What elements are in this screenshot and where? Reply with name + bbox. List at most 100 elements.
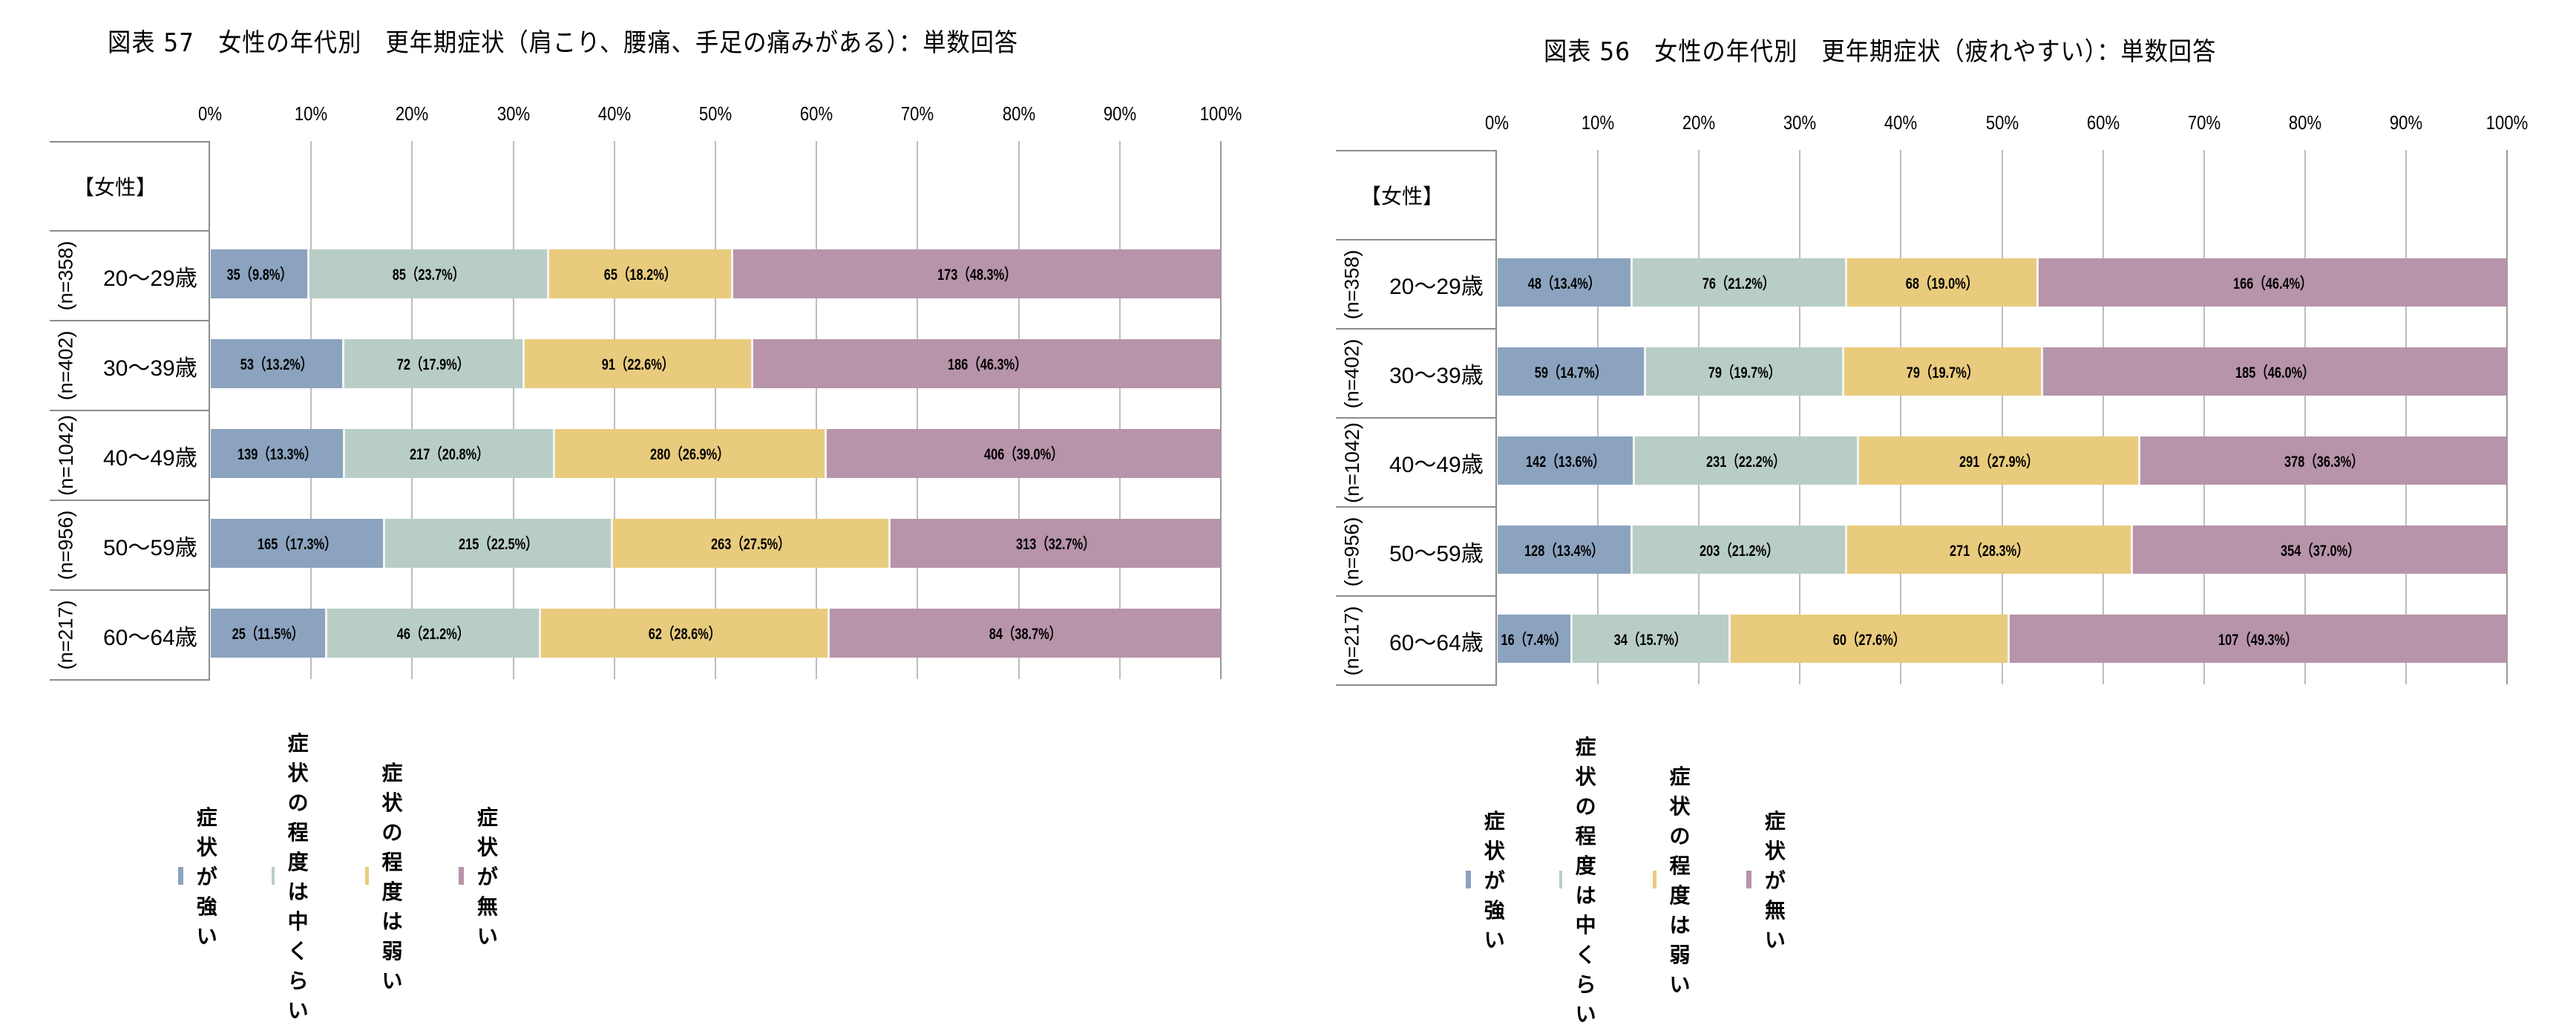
bar-segment-none: 166（46.4%） bbox=[2038, 258, 2507, 307]
age-group-label: 50～59歳 bbox=[1389, 542, 1484, 566]
gridline bbox=[2102, 150, 2104, 684]
legend-label: 症状の程度は弱い bbox=[381, 761, 403, 993]
age-group-label: 30～39歳 bbox=[103, 356, 197, 381]
x-tick-label: 30% bbox=[1783, 111, 1817, 134]
sample-size-label: (n=1042) bbox=[1340, 422, 1363, 503]
bar-segment-none: 378（36.3%） bbox=[2140, 436, 2507, 485]
legend-label: 症状が強い bbox=[196, 805, 217, 949]
legend-swatch-icon bbox=[1653, 871, 1656, 888]
category-row-label: (n=358) 20～29歳 bbox=[1336, 240, 1495, 330]
x-tick-label: 90% bbox=[1103, 102, 1136, 125]
x-tick-label: 90% bbox=[2389, 111, 2423, 134]
age-group-label: 40～49歳 bbox=[103, 445, 197, 471]
bar-segment-none: 186（46.3%） bbox=[753, 339, 1221, 388]
category-label-column: 【女性】 (n=358) 20～29歳 (n=402) 30～39歳 (n=1042) 4… bbox=[1336, 150, 1497, 686]
x-tick-label: 0% bbox=[1485, 111, 1509, 134]
category-row-label: (n=1042) 40～49歳 bbox=[1336, 419, 1495, 508]
legend: 症状が強い 症状の程度は中くらい 症状の程度は弱い 症状が無い bbox=[178, 727, 552, 1024]
bar-segment-strong: 16（7.4%） bbox=[1498, 615, 1573, 663]
gridline bbox=[613, 141, 615, 679]
x-tick-label: 50% bbox=[698, 102, 733, 125]
bar-segment-strong: 139（13.3%） bbox=[211, 429, 345, 478]
bar-segment-strong: 35（9.8%） bbox=[211, 249, 310, 298]
x-tick-label: 40% bbox=[597, 102, 631, 125]
x-tick-label: 60% bbox=[2086, 111, 2120, 134]
bar-segment-moderate: 34（15.7%） bbox=[1572, 615, 1731, 663]
gridline bbox=[2506, 150, 2508, 684]
legend-item-none: 症状が無い bbox=[1746, 805, 1797, 954]
legend-label: 症状が無い bbox=[476, 805, 498, 949]
bar-segment-strong: 128（13.4%） bbox=[1498, 526, 1633, 574]
legend-swatch-icon bbox=[459, 867, 464, 885]
gridline bbox=[2405, 150, 2407, 684]
gridline bbox=[1900, 150, 1902, 684]
stacked-bar: 25（11.5%） 46（21.2%） 62（28.6%） 84（38.7%） bbox=[211, 609, 1221, 658]
legend-item-strong: 症状が強い bbox=[1466, 805, 1516, 954]
bar-segment-moderate: 72（17.9%） bbox=[344, 339, 525, 388]
bar-segment-weak: 91（22.6%） bbox=[525, 339, 753, 388]
x-tick-label: 70% bbox=[901, 102, 934, 125]
bar-segment-strong: 25（11.5%） bbox=[211, 609, 327, 658]
legend-label: 症状が無い bbox=[1764, 809, 1786, 952]
category-row-label: (n=956) 50～59歳 bbox=[50, 501, 209, 591]
gridline bbox=[1597, 150, 1599, 684]
bar-segment-none: 185（46.0%） bbox=[2043, 347, 2507, 396]
gridline bbox=[917, 141, 919, 679]
bar-segment-none: 354（37.0%） bbox=[2133, 526, 2507, 574]
sample-size-label: (n=402) bbox=[54, 330, 77, 401]
gridline bbox=[2304, 150, 2306, 684]
bar-segment-none: 107（49.3%） bbox=[2009, 615, 2507, 663]
bar-segment-weak: 280（26.9%） bbox=[555, 429, 827, 478]
bar-segment-none: 406（39.0%） bbox=[827, 429, 1221, 478]
x-tick-label: 60% bbox=[800, 102, 833, 125]
bar-segment-strong: 53（13.2%） bbox=[211, 339, 344, 388]
bar-segment-none: 173（48.3%） bbox=[733, 249, 1221, 298]
sample-size-label: (n=217) bbox=[1340, 606, 1363, 675]
bar-segment-weak: 65（18.2%） bbox=[548, 249, 733, 298]
x-tick-label: 10% bbox=[1581, 111, 1615, 134]
x-tick-label: 50% bbox=[1985, 111, 2019, 134]
category-row-label: (n=402) 30～39歳 bbox=[50, 321, 209, 411]
legend-item-none: 症状が無い bbox=[459, 802, 509, 950]
gridline bbox=[715, 141, 716, 679]
gridline bbox=[411, 141, 413, 679]
category-row-label: (n=217) 60～64歳 bbox=[1336, 597, 1495, 686]
gridline bbox=[512, 141, 514, 679]
gridline bbox=[2001, 150, 2003, 684]
sample-size-label: (n=956) bbox=[54, 510, 77, 580]
category-row-label: (n=217) 60～64歳 bbox=[50, 591, 209, 681]
legend-swatch-icon bbox=[1466, 871, 1471, 888]
bar-segment-strong: 165（17.3%） bbox=[211, 519, 386, 568]
legend-item-strong: 症状が強い bbox=[178, 802, 229, 950]
chart-title: 図表 56 女性の年代別 更年期症状（疲れやすい）：単数回答 bbox=[1544, 37, 2217, 67]
x-tick-label: 80% bbox=[2288, 111, 2321, 134]
x-tick-label: 20% bbox=[396, 102, 429, 125]
age-group-label: 20～29歳 bbox=[1389, 275, 1484, 299]
legend: 症状が強い 症状の程度は中くらい 症状の程度は弱い 症状が無い bbox=[1466, 731, 1840, 1028]
chart-title: 図表 57 女性の年代別 更年期症状（肩こり、腰痛、手足の痛みがある）：単数回答 bbox=[108, 28, 1019, 58]
legend-item-moderate: 症状の程度は中くらい bbox=[272, 727, 322, 1024]
group-header: 【女性】 bbox=[50, 143, 209, 232]
category-row-label: (n=402) 30～39歳 bbox=[1336, 330, 1495, 419]
bar-segment-moderate: 76（21.2%） bbox=[1633, 258, 1847, 307]
x-tick-label: 100% bbox=[1199, 102, 1242, 125]
age-group-label: 60～64歳 bbox=[103, 625, 197, 650]
age-group-label: 60～64歳 bbox=[1389, 631, 1484, 655]
bar-segment-none: 313（32.7%） bbox=[890, 519, 1221, 568]
x-tick-label: 100% bbox=[2485, 111, 2529, 134]
age-group-label: 30～39歳 bbox=[1389, 364, 1484, 388]
gridline bbox=[1017, 141, 1020, 679]
stacked-bar: 53（13.2%） 72（17.9%） 91（22.6%） 186（46.3%） bbox=[211, 339, 1221, 388]
stacked-bar: 16（7.4%） 34（15.7%） 60（27.6%） 107（49.3%） bbox=[1498, 615, 2507, 663]
sample-size-label: (n=956) bbox=[1340, 517, 1363, 586]
legend-swatch-icon bbox=[365, 867, 369, 885]
stacked-bar: 35（9.8%） 85（23.7%） 65（18.2%） 173（48.3%） bbox=[211, 249, 1221, 298]
category-row-label: (n=1042) 40～49歳 bbox=[50, 411, 209, 501]
x-tick-label: 40% bbox=[1884, 111, 1918, 134]
bar-segment-moderate: 85（23.7%） bbox=[309, 249, 549, 298]
gridline bbox=[1220, 141, 1222, 679]
bar-segment-none: 84（38.7%） bbox=[830, 609, 1221, 658]
sample-size-label: (n=1042) bbox=[54, 415, 77, 496]
bar-segment-weak: 79（19.7%） bbox=[1844, 347, 2043, 396]
legend-swatch-icon bbox=[1746, 871, 1751, 888]
